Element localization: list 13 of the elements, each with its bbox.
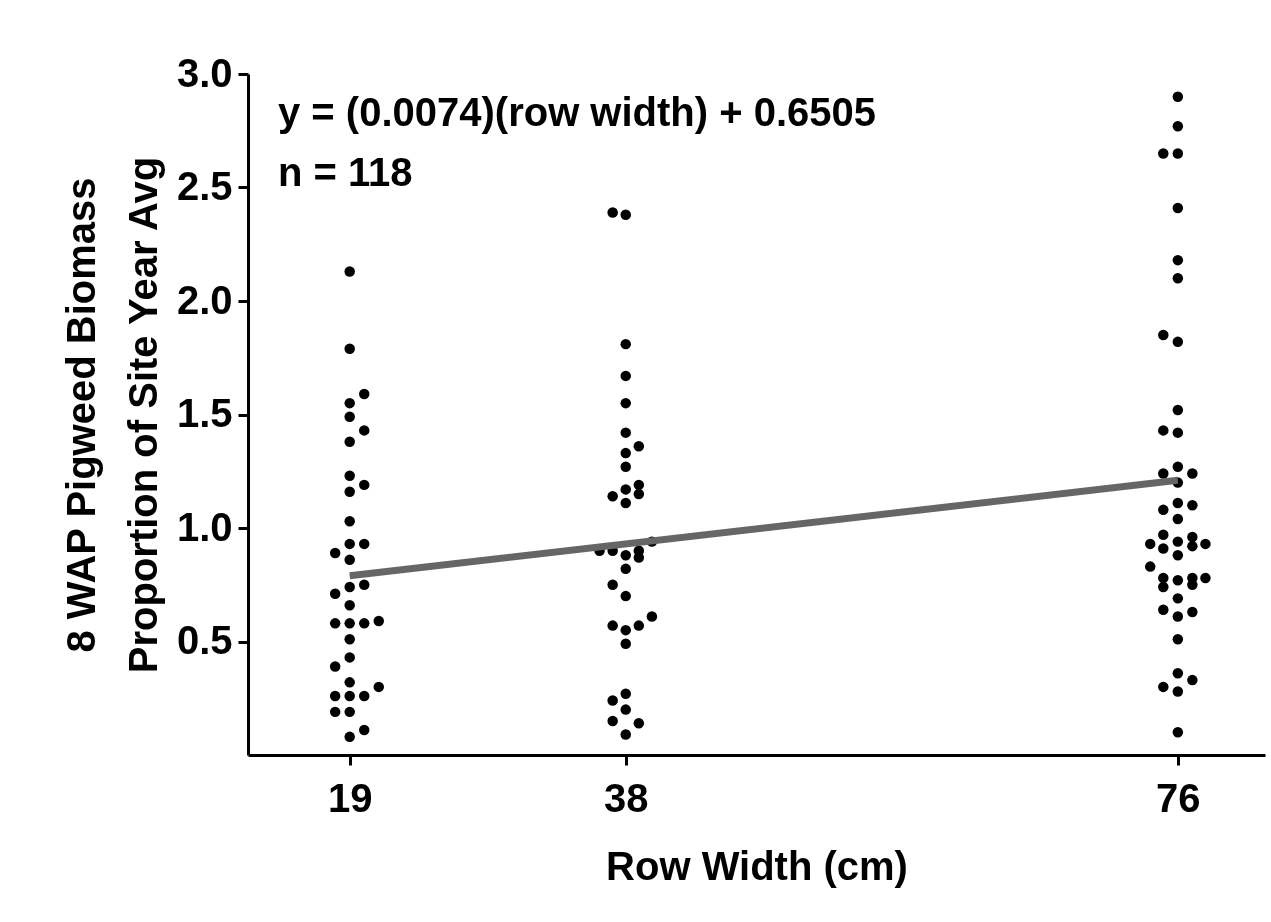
y-tick-label: 2.0 [176,277,233,322]
y-tick-label: 3.0 [176,50,233,95]
y-tick-label: 2.5 [176,164,233,208]
x-tick-label: 38 [603,775,649,820]
annotation: n = 118 [278,150,413,194]
annotation: y = (0.0074)(row width) + 0.6505 [278,90,877,134]
x-tick-label: 76 [1156,775,1201,820]
x-tick-label: 19 [327,775,373,820]
y-tick-label: 1.5 [176,391,233,435]
y-axis-title: 8 WAP Pigweed Biomass Proportion of Site Year Avg [58,156,165,674]
y-tick-label: 0.5 [176,618,233,662]
x-axis-title: Row Width (cm) [606,843,908,888]
y-tick-label: 1.0 [176,504,233,549]
